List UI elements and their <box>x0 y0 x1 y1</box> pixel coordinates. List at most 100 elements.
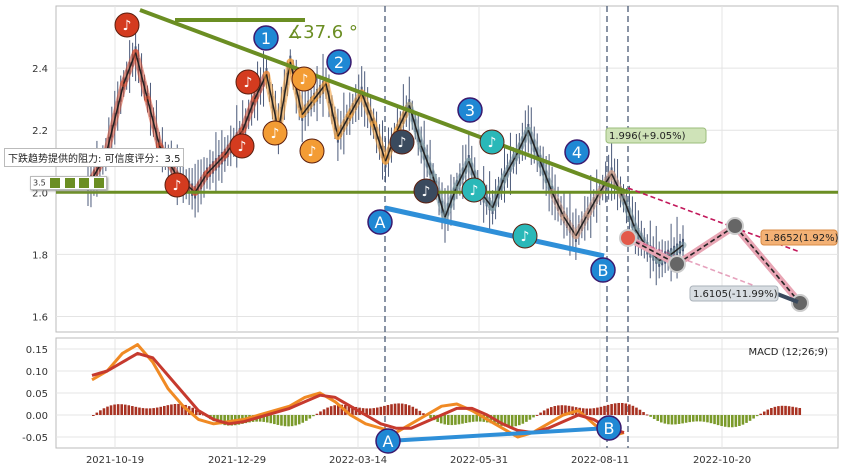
macd-histogram-bar <box>507 415 510 427</box>
macd-histogram-bar <box>631 405 635 415</box>
rating-tooltip: 3.5 <box>30 176 107 190</box>
macd-histogram-bar <box>365 408 368 415</box>
macd-histogram-bar <box>592 408 596 415</box>
x-tick-label: 2022-10-20 <box>693 455 751 466</box>
macd-histogram-bar <box>262 415 265 422</box>
rating-square-icon <box>64 178 75 188</box>
macd-y-tick-label: 0.00 <box>26 411 48 422</box>
macd-histogram-bar <box>138 407 141 415</box>
macd-histogram-bar <box>741 415 745 425</box>
macd-marker-label: B <box>604 419 615 438</box>
macd-marker <box>375 428 401 454</box>
music-note-icon <box>291 66 317 92</box>
music-note-glyph: ♪ <box>271 126 280 142</box>
macd-histogram-bar <box>603 405 606 415</box>
macd-histogram-bar <box>489 415 493 424</box>
macd-histogram-bar <box>542 410 546 415</box>
music-note-icon <box>413 178 439 204</box>
x-tick-label: 2022-05-31 <box>450 455 508 466</box>
wave-line <box>105 83 125 156</box>
macd-histogram-bar <box>464 415 468 423</box>
wave-marker <box>326 49 352 75</box>
macd-histogram-bar <box>748 415 752 421</box>
price-y-tick-label: 2.2 <box>32 126 48 137</box>
macd-y-tick-label: 0.15 <box>26 345 48 356</box>
macd-histogram-bar <box>784 405 787 415</box>
macd-histogram-bar <box>759 413 762 415</box>
macd-histogram-bar <box>727 415 731 428</box>
wave-line <box>539 160 553 193</box>
macd-histogram-bar <box>635 407 638 415</box>
macd-histogram-bar <box>798 407 802 415</box>
macd-histogram-bar <box>731 415 734 428</box>
wave-line <box>277 61 292 131</box>
wave-line <box>610 173 625 199</box>
macd-histogram-bar <box>642 412 645 415</box>
macd-histogram-bar <box>148 408 152 415</box>
macd-histogram-bar <box>390 404 393 415</box>
macd-histogram-bar <box>131 406 134 415</box>
macd-histogram-bar <box>755 415 759 417</box>
macd-histogram-bar <box>397 403 400 415</box>
target-mid-label-box <box>760 229 838 246</box>
wave-line <box>337 114 351 137</box>
macd-histogram-bar <box>610 404 613 415</box>
macd-histogram-bar <box>386 404 390 415</box>
target-down-label: 1.6105(-11.99%) <box>693 289 778 300</box>
macd-histogram-bar <box>376 407 379 415</box>
forecast-point <box>619 229 637 247</box>
wave-marker-label: 2 <box>334 53 344 72</box>
macd-histogram-bar <box>109 405 113 415</box>
music-note-icon <box>299 138 325 164</box>
target-down-label-box <box>689 285 779 302</box>
macd-histogram-bar <box>613 403 617 415</box>
macd-histogram-bar <box>677 415 681 424</box>
macd-histogram-bar <box>688 415 691 423</box>
macd-histogram-bar <box>585 408 589 415</box>
macd-histogram-bar <box>429 415 432 418</box>
macd-histogram-bar <box>791 406 794 415</box>
macd-histogram-bar <box>447 415 450 425</box>
wave-line <box>551 191 565 218</box>
macd-histogram-bar <box>223 415 226 426</box>
macd-histogram-bar <box>347 405 351 415</box>
macd-histogram-bar <box>606 404 610 415</box>
macd-histogram-bar <box>273 415 276 425</box>
macd-histogram-bar <box>400 403 404 415</box>
wave-line <box>622 198 637 230</box>
macd-histogram-bar <box>351 406 354 415</box>
macd-histogram-bar <box>564 405 567 415</box>
macd-histogram-bar <box>567 405 571 415</box>
macd-histogram-bar <box>457 415 461 425</box>
macd-histogram-bar <box>581 408 585 415</box>
forecast-point <box>726 217 744 235</box>
rating-square-icon <box>93 178 104 188</box>
music-note-glyph: ♪ <box>238 139 247 155</box>
macd-histogram-bar <box>617 402 620 415</box>
macd-histogram-bar <box>450 415 454 426</box>
macd-histogram-bar <box>269 415 273 424</box>
macd-histogram-bar <box>716 415 720 426</box>
macd-histogram-bar <box>194 409 198 415</box>
macd-histogram-bar <box>503 415 507 427</box>
music-note-glyph: ♪ <box>244 75 253 91</box>
macd-histogram-bar <box>738 415 741 426</box>
macd-histogram-bar <box>415 408 418 415</box>
macd-histogram-bar <box>319 411 322 415</box>
wave-line <box>527 129 541 162</box>
macd-histogram-bar <box>510 415 514 427</box>
macd-histogram-bar <box>340 404 344 415</box>
macd-histogram-bar <box>787 406 791 415</box>
macd-histogram-bar <box>777 406 780 415</box>
wave-marker <box>367 209 393 235</box>
macd-histogram-bar <box>170 404 173 415</box>
macd-histogram-bar <box>280 415 283 426</box>
forecast-path <box>627 237 678 265</box>
macd-histogram-bar <box>180 404 184 415</box>
macd-histogram-bar <box>525 415 528 422</box>
wave-marker <box>590 257 616 283</box>
macd-histogram-bar <box>539 412 542 415</box>
macd-histogram-bar <box>95 412 99 415</box>
macd-histogram-bar <box>219 415 223 425</box>
